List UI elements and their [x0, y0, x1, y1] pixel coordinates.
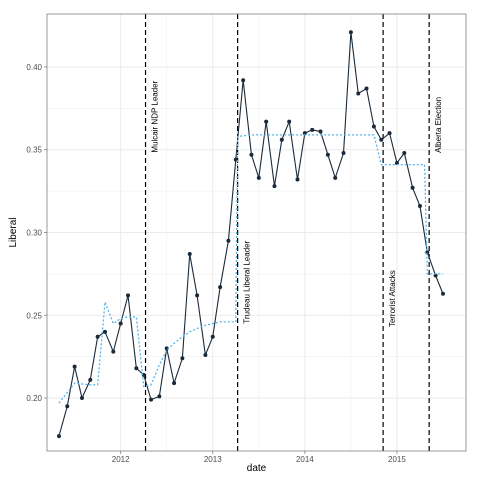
observed-point: [210, 334, 215, 339]
observed-point: [310, 127, 315, 132]
observed-point: [341, 151, 346, 156]
observed-point: [172, 381, 177, 386]
observed-point: [79, 396, 84, 401]
observed-point: [433, 273, 438, 278]
event-label: Alberta Election: [434, 97, 443, 153]
observed-point: [65, 404, 70, 409]
observed-point: [157, 394, 162, 399]
axis-ticks: 2012 2013 2014 2015 0.20 0.25 0.30 0.35 0.40: [26, 63, 406, 464]
x-tick-label: 2012: [112, 455, 130, 464]
observed-point: [379, 137, 384, 142]
observed-point: [95, 334, 100, 339]
x-tick-label: 2015: [388, 455, 406, 464]
observed-point: [264, 119, 269, 124]
event-label: Mulcair NDP Leader: [151, 80, 160, 152]
y-axis-title: Liberal: [8, 217, 19, 247]
observed-point: [134, 366, 139, 371]
observed-point: [417, 204, 422, 209]
series-layer: [56, 30, 445, 439]
observed-point: [440, 291, 445, 296]
observed-point: [241, 78, 246, 83]
observed-point: [272, 184, 277, 189]
event-label: Trudeau Liberal Leader: [243, 240, 252, 323]
gridlines: [47, 14, 466, 451]
observed-point: [364, 86, 369, 91]
observed-point: [72, 364, 77, 369]
observed-point: [126, 293, 131, 298]
y-tick-label: 0.20: [26, 394, 42, 403]
observed-point: [187, 252, 192, 257]
observed-point: [203, 352, 208, 357]
observed-point: [218, 285, 223, 290]
observed-point: [387, 131, 392, 136]
observed-point: [249, 152, 254, 157]
observed-point: [226, 238, 231, 243]
observed-point: [410, 185, 415, 190]
x-tick-label: 2014: [296, 455, 314, 464]
x-tick-label: 2013: [204, 455, 222, 464]
y-tick-label: 0.30: [26, 229, 42, 238]
observed-point: [103, 329, 108, 334]
observed-point: [287, 119, 292, 124]
observed-point: [394, 160, 399, 165]
observed-point: [256, 175, 261, 180]
observed-point: [180, 356, 185, 361]
y-tick-label: 0.35: [26, 146, 42, 155]
x-axis-title: date: [247, 463, 267, 474]
observed-point: [195, 293, 200, 298]
observed-point: [325, 152, 330, 157]
observed-point: [118, 321, 123, 326]
y-tick-label: 0.25: [26, 311, 42, 320]
observed-point: [356, 91, 361, 96]
observed-point: [56, 434, 61, 439]
observed-point: [88, 377, 93, 382]
event-label: Terrorist Attacks: [388, 270, 397, 327]
y-tick-label: 0.40: [26, 63, 42, 72]
event-lines: Mulcair NDP Leader Trudeau Liberal Leader…: [144, 14, 443, 451]
observed-point: [111, 349, 116, 354]
observed-point: [318, 129, 323, 134]
observed-point: [402, 151, 407, 156]
observed-point: [149, 397, 154, 402]
observed-point: [348, 30, 353, 35]
model-line: [58, 134, 443, 404]
observed-point: [371, 124, 376, 129]
observed-point: [333, 175, 338, 180]
observed-point: [279, 137, 284, 142]
observed-point: [302, 131, 307, 136]
observed-point: [295, 177, 300, 182]
